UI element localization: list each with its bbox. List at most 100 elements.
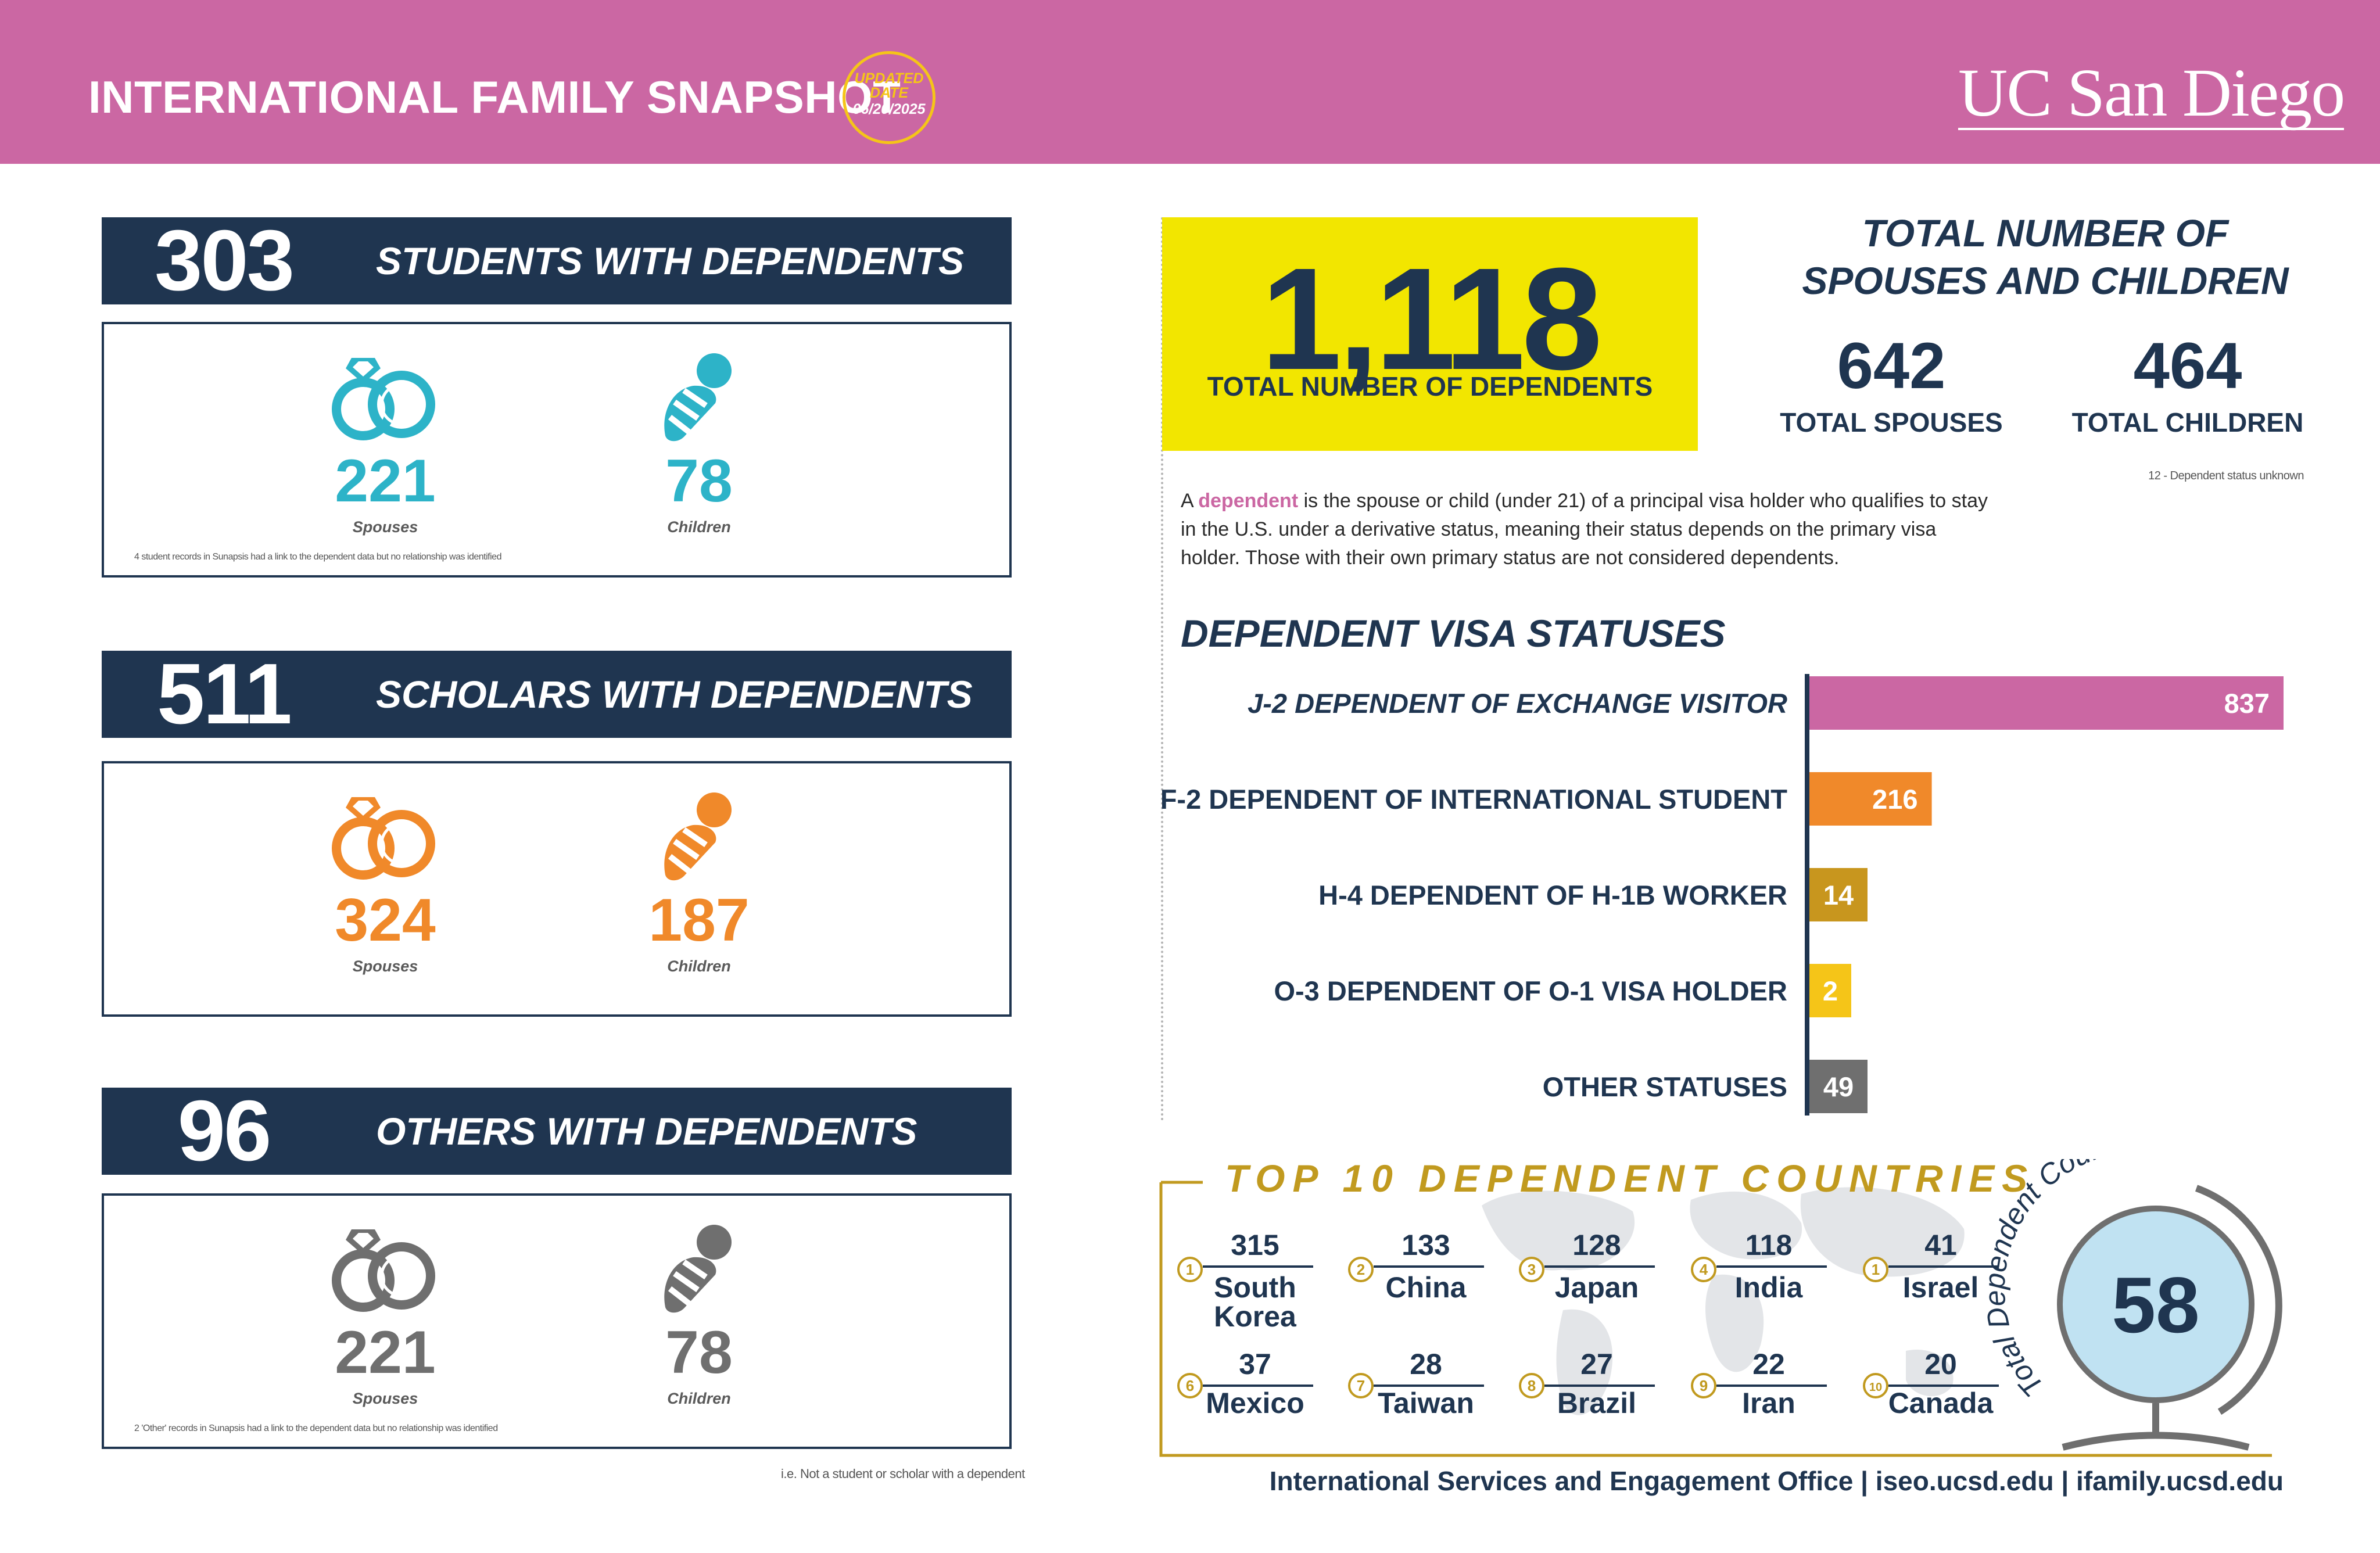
country-count: 27 [1580,1348,1613,1380]
country-rank-circle [1348,1373,1374,1398]
scholars-label: SCHOLARS WITH DEPENDENTS [376,673,973,716]
country-rank: 3 [1528,1261,1536,1278]
world-map-background [1482,1187,1965,1415]
country-count: 41 [1924,1229,1957,1261]
country-name: Canada [1888,1387,1994,1419]
students-label: STUDENTS WITH DEPENDENTS [376,239,965,282]
badge-date-value: 06/20/2025 [852,101,926,117]
country-count: 37 [1239,1348,1271,1380]
others-children-value: 78 [665,1319,733,1386]
scholars-baby-icon [655,788,742,890]
chart-value-label: 837 [2224,688,2270,719]
country-count: 133 [1402,1229,1450,1261]
globe-stand-arc [2195,1185,2282,1415]
students-card: 221 78 Spouses Children 4 student records in… [102,322,1012,578]
scholars-children-value: 187 [648,887,750,954]
globe-value: 58 [2112,1261,2199,1349]
scholars-spouses-label: Spouses [352,957,418,975]
updated-date-badge: UPDATED DATE 06/20/2025 [843,51,935,144]
total-children-label: TOTAL CHILDREN [2071,407,2304,437]
chart-value-label: 2 [1823,975,1838,1006]
others-label: OTHERS WITH DEPENDENTS [376,1110,917,1153]
chart-category-label: J-2 DEPENDENT OF EXCHANGE VISITOR [1248,688,1787,719]
country-name: South [1214,1271,1296,1304]
students-children-value: 78 [665,447,733,515]
scholars-total: 511 [157,646,292,742]
country-rank: 2 [1357,1261,1365,1278]
country-rank: 8 [1528,1377,1536,1394]
scholars-card: 324 187 Spouses Children [102,761,1012,1017]
others-note: 2 'Other' records in Sunapsis had a link… [134,1423,498,1433]
country-count: 118 [1745,1229,1793,1261]
country-rank-circle [1177,1257,1203,1282]
scholars-children-label: Children [667,957,731,975]
footer-contact: International Services and Engagement Of… [1269,1466,2284,1496]
country-count: 22 [1752,1348,1785,1380]
chart-value-label: 216 [1872,784,1917,815]
chart-category-label: F-2 DEPENDENT OF INTERNATIONAL STUDENT [1162,784,1787,815]
chart-category-label: O-3 DEPENDENT OF O-1 VISA HOLDER [1274,975,1787,1006]
chart-category-label: H-4 DEPENDENT OF H-1B WORKER [1318,880,1787,910]
chart-bar [1809,1060,1868,1113]
country-count: 28 [1410,1348,1442,1380]
ucsd-logo: UC San Diego [1958,55,2345,131]
chart-value-label: 49 [1823,1071,1854,1102]
country-name: Israel [1903,1271,1979,1304]
country-name: Mexico [1206,1387,1304,1419]
globe-circle [2057,1206,2254,1403]
definition-term: dependent [1198,490,1299,512]
header-bar [0,0,2380,164]
scholars-banner: 511 SCHOLARS WITH DEPENDENTS [102,651,1012,738]
globe-stand-base [2062,1432,2250,1451]
others-children-label: Children [667,1390,731,1407]
country-rank-circle [1863,1373,1888,1398]
students-spouses-value: 221 [335,447,436,515]
country-rank: 6 [1186,1377,1194,1394]
countries-panel: 1315SouthKorea2133China3128Japan4118Indi… [1159,1159,2282,1457]
students-note: 4 student records in Sunapsis had a link… [134,552,501,562]
students-spouses-label: Spouses [352,518,418,536]
others-total: 96 [177,1083,272,1179]
badge-date-label: DATE [869,85,909,101]
country-name: Brazil [1557,1387,1636,1419]
country-name: Korea [1214,1300,1297,1333]
students-total: 303 [155,213,295,309]
unknown-status-note: 12 - Dependent status unknown [2148,469,2304,482]
countries-title: TOP 10 DEPENDENT COUNTRIES [1225,1157,2035,1200]
others-spouses-value: 221 [335,1319,436,1386]
chart-bar [1809,964,1851,1017]
countries-frame [1159,1182,2272,1457]
country-rank-circle [1519,1257,1544,1282]
others-card: 221 78 Spouses Children 2 'Other' records in… [102,1193,1012,1449]
country-name: China [1386,1271,1467,1304]
students-children-label: Children [667,518,731,536]
country-name: Japan [1555,1271,1639,1304]
country-rank-circle [1348,1257,1374,1282]
total-children-value: 464 [2133,329,2242,402]
country-name: India [1735,1271,1804,1304]
chart-title: DEPENDENT VISA STATUSES [1181,612,1726,655]
others-spouses-label: Spouses [352,1390,418,1407]
country-rank-circle [1863,1257,1888,1282]
country-rank: 1 [1872,1261,1880,1278]
country-rank: 10 [1869,1381,1882,1394]
dotted-divider [1161,217,1163,1121]
others-banner: 96 OTHERS WITH DEPENDENTS [102,1088,1012,1175]
chart-value-label: 14 [1823,880,1854,910]
country-rank: 7 [1357,1377,1365,1394]
dependent-definition: A dependent is the spouse or child (unde… [1181,487,2000,572]
country-rank-circle [1691,1373,1716,1398]
chart-bar [1809,868,1868,921]
chart-category-label: OTHER STATUSES [1543,1071,1787,1102]
students-banner: 303 STUDENTS WITH DEPENDENTS [102,217,1012,304]
country-rank-circle [1691,1257,1716,1282]
country-count: 20 [1924,1348,1957,1380]
spouses-children-title: TOTAL NUMBER OF SPOUSES AND CHILDREN [1802,211,2289,302]
visa-status-chart: J-2 DEPENDENT OF EXCHANGE VISITOR 837 F-2 … [1162,674,2284,1116]
scholars-spouses-value: 324 [335,887,436,954]
students-rings-icon [324,349,446,450]
country-rank: 9 [1700,1377,1708,1394]
country-count: 128 [1572,1229,1621,1261]
chart-bar [1809,772,1932,826]
country-rank: 1 [1186,1261,1194,1278]
